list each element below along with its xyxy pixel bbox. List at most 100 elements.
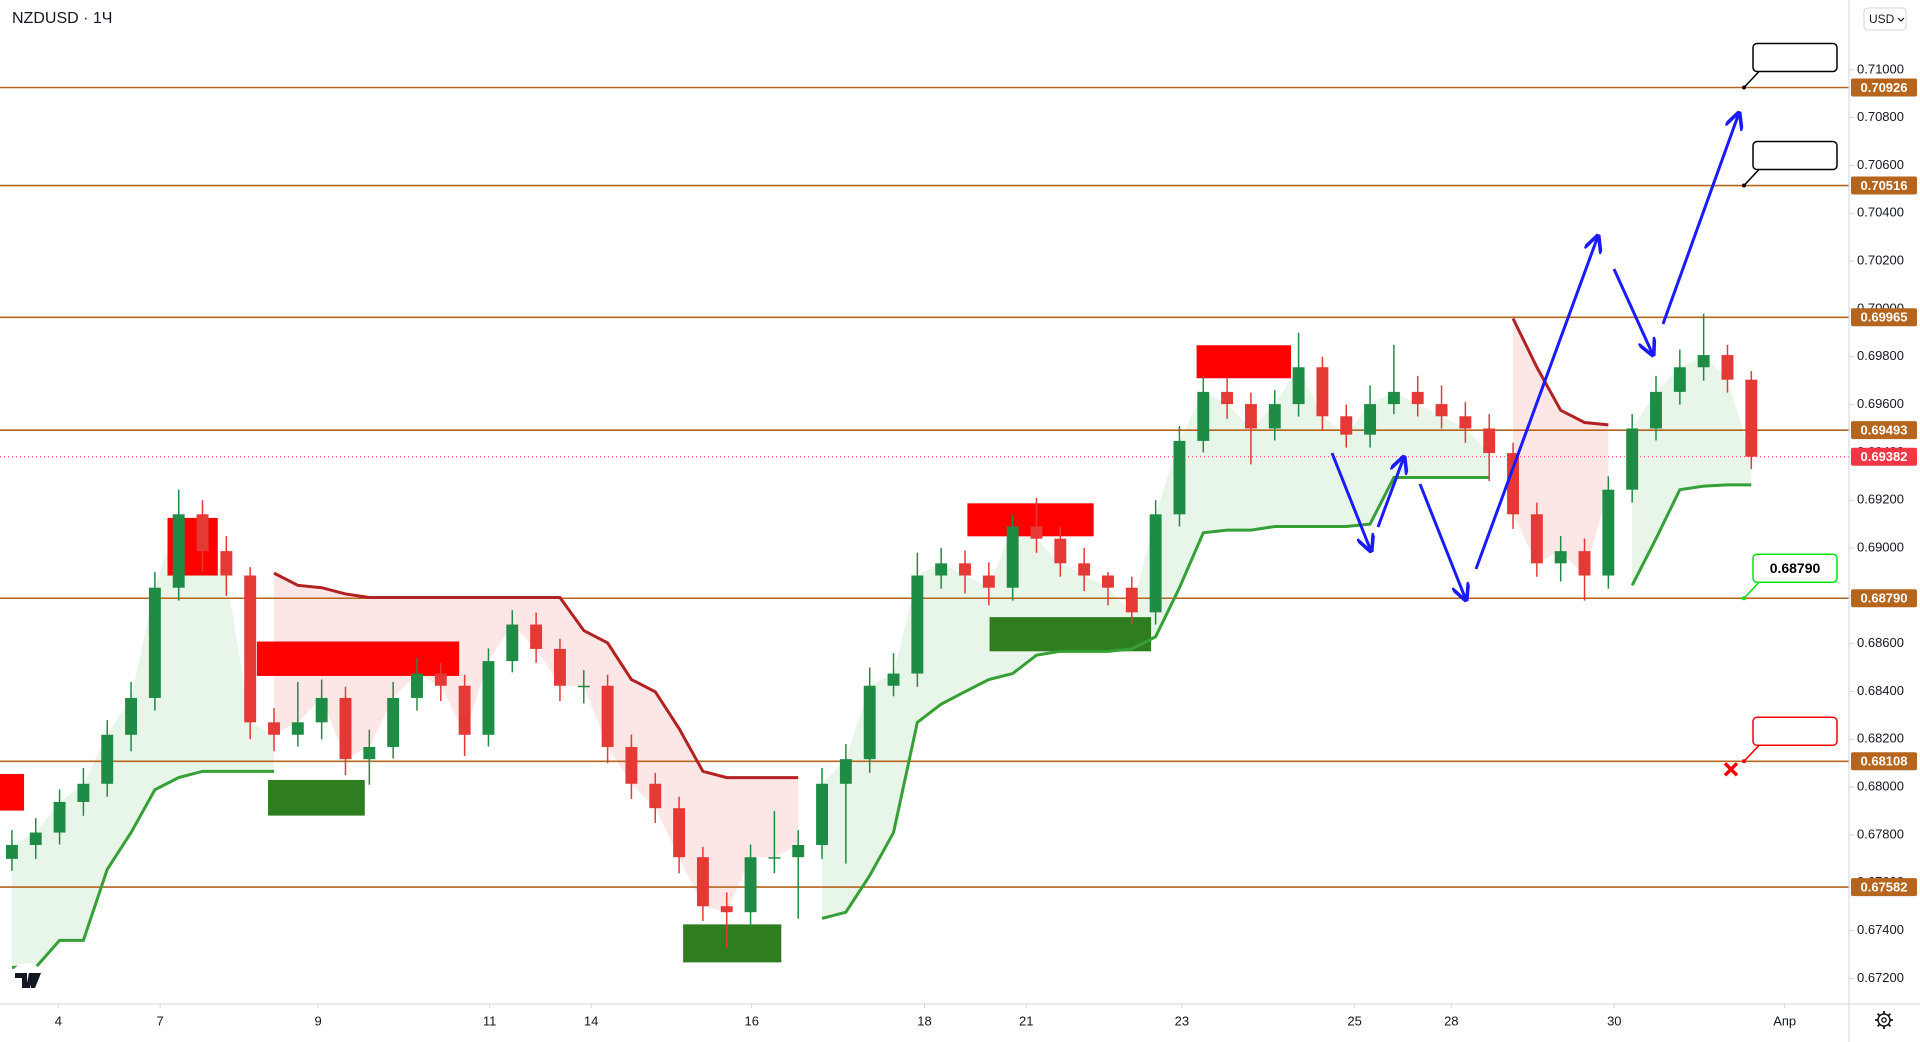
candle-body xyxy=(1650,391,1662,429)
callout-point xyxy=(1742,759,1746,764)
y-tick-label: 0.69000 xyxy=(1857,539,1904,554)
y-tick-label: 0.67200 xyxy=(1857,970,1904,985)
currency-button[interactable] xyxy=(1863,7,1907,31)
candle-body xyxy=(887,673,900,686)
callout-box xyxy=(1752,140,1838,171)
candle-body xyxy=(1125,587,1138,613)
x-tick-label: 18 xyxy=(917,1013,931,1028)
candle-body xyxy=(1102,575,1114,588)
callout-point xyxy=(1742,183,1746,188)
x-tick-label: 9 xyxy=(314,1013,321,1028)
callout-leader xyxy=(1743,744,1760,762)
candle-body xyxy=(172,514,185,588)
level-label: 0.69965 xyxy=(1861,310,1908,325)
candle-body xyxy=(1173,440,1186,515)
candle-body xyxy=(1292,367,1305,405)
projection-arrows xyxy=(1330,113,1739,600)
candle-body xyxy=(77,783,90,802)
candle-body xyxy=(291,722,304,735)
x-tick-label: 21 xyxy=(1019,1013,1033,1028)
x-tick-label: 30 xyxy=(1607,1013,1621,1028)
candle-body xyxy=(1483,428,1496,454)
trend-fill xyxy=(11,514,275,968)
candle-body xyxy=(148,587,161,698)
candle-body xyxy=(530,624,543,649)
chart-title: NZDUSD · 1Ч xyxy=(12,10,112,27)
candle-body xyxy=(935,563,948,576)
candle-body xyxy=(339,697,352,760)
callout-leader xyxy=(1743,70,1760,89)
candle-body xyxy=(1387,391,1400,405)
y-tick-label: 0.68200 xyxy=(1857,731,1904,746)
callout-box xyxy=(1752,42,1838,73)
y-tick-label: 0.67800 xyxy=(1857,826,1904,841)
y-tick-label: 0.67400 xyxy=(1857,922,1904,937)
candle-body xyxy=(1149,514,1162,613)
currency-dropdown[interactable]: USD xyxy=(1863,7,1907,31)
candle-body xyxy=(244,575,257,723)
candle-body xyxy=(1673,367,1686,392)
zone xyxy=(683,924,782,963)
candle-body xyxy=(863,685,876,760)
level-label: 0.68790 xyxy=(1861,591,1908,606)
callout-box xyxy=(1752,716,1838,747)
last-price-label: 0.69382 xyxy=(1861,449,1908,464)
tv-logo[interactable] xyxy=(10,963,44,997)
candle-body xyxy=(601,685,614,747)
candle-body xyxy=(673,808,686,858)
trends xyxy=(11,317,1752,969)
gear-hub xyxy=(1881,1017,1887,1023)
candle-body xyxy=(196,514,209,552)
y-tick-label: 0.70400 xyxy=(1857,205,1904,220)
candle-body xyxy=(553,648,566,686)
callout-label: 0.68790 xyxy=(1770,560,1821,576)
y-tick-label: 0.69800 xyxy=(1857,348,1904,363)
level-label: 0.70516 xyxy=(1861,178,1908,193)
candle-body xyxy=(411,673,423,698)
candle-body xyxy=(1244,404,1257,429)
candle-body xyxy=(768,857,781,859)
candle-body xyxy=(387,697,400,747)
callout-point xyxy=(1742,596,1746,601)
candle-body xyxy=(1221,391,1234,405)
candle-body xyxy=(792,844,805,858)
level-label: 0.69493 xyxy=(1861,423,1908,438)
y-tick-label: 0.70600 xyxy=(1857,157,1904,172)
zone xyxy=(256,641,460,676)
candle-body xyxy=(911,575,924,674)
candle-body xyxy=(53,801,66,833)
zones xyxy=(0,345,1291,963)
x-tick-label: 11 xyxy=(483,1013,497,1028)
zone xyxy=(268,779,365,816)
level-label-bg xyxy=(1851,421,1917,440)
candle-body xyxy=(1006,526,1019,588)
candle-body xyxy=(696,857,709,907)
level-label-bg xyxy=(1851,176,1917,195)
candle-body xyxy=(458,685,471,735)
candle-body xyxy=(1411,391,1424,405)
settings-gear[interactable] xyxy=(1875,1011,1893,1029)
logo-glyph xyxy=(15,973,41,988)
y-tick-label: 0.68400 xyxy=(1857,683,1904,698)
gear-teeth xyxy=(1875,1011,1893,1029)
candle-body xyxy=(625,746,638,784)
candle-body xyxy=(744,857,757,913)
candle-body xyxy=(1197,391,1210,441)
candle-body xyxy=(816,783,828,845)
level-label: 0.67582 xyxy=(1861,880,1908,895)
callout-leader xyxy=(1743,581,1760,599)
candle-body xyxy=(982,575,995,588)
x-tick-label: 14 xyxy=(584,1013,598,1028)
candle-body xyxy=(1340,416,1353,435)
candle-body xyxy=(482,661,495,735)
cross-marker xyxy=(1723,762,1739,777)
level-label: 0.68108 xyxy=(1861,754,1908,769)
candle-body xyxy=(1554,551,1567,564)
candle-body xyxy=(1530,514,1543,564)
trend-fill xyxy=(822,367,1490,919)
last-price-bg xyxy=(1851,447,1917,466)
arrow xyxy=(1612,268,1653,355)
candle-body xyxy=(101,734,114,784)
